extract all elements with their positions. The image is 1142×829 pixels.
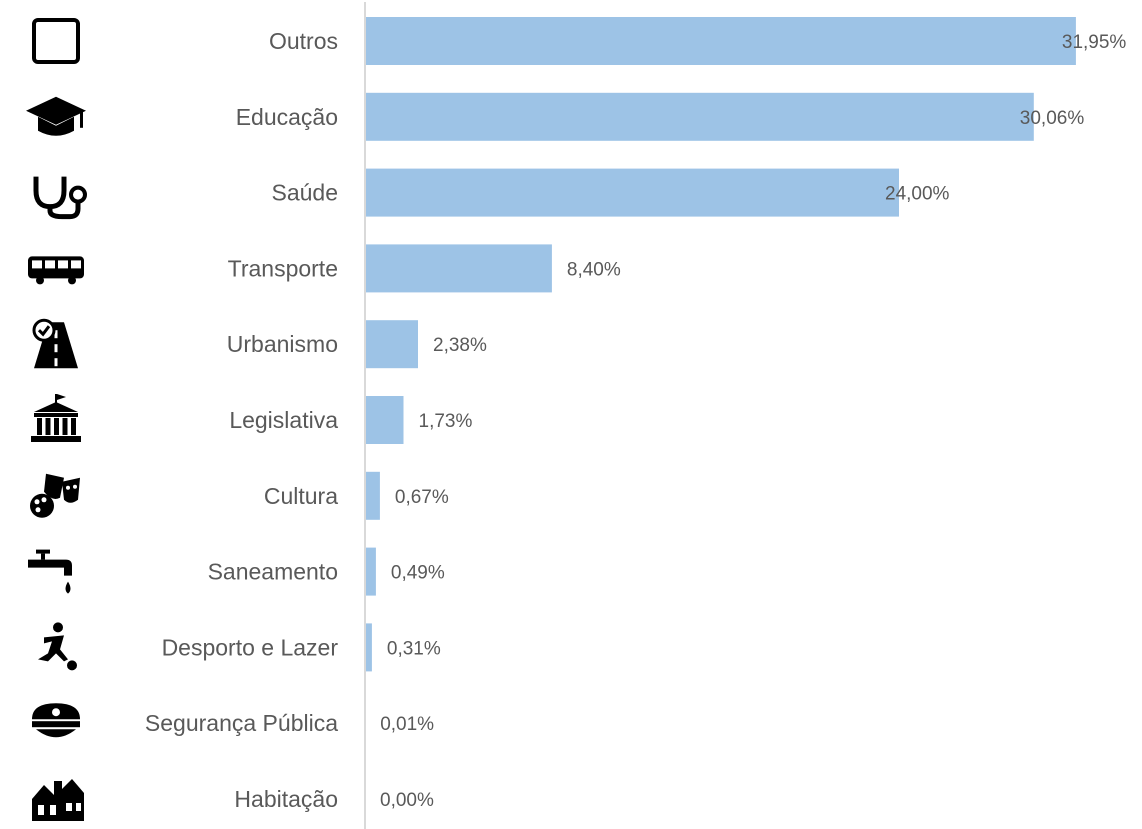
bar-cultura	[365, 471, 380, 520]
value-label-saneamento: 0,49%	[391, 563, 445, 584]
category-label-seguranca-publica: Segurança Pública	[145, 710, 338, 736]
value-label-educacao: 30,06%	[1020, 108, 1085, 129]
category-label-transporte: Transporte	[228, 255, 338, 281]
value-label-legislativa: 1,73%	[419, 411, 473, 432]
category-label-saude: Saúde	[271, 180, 338, 206]
bar-urbanismo	[365, 320, 418, 369]
category-label-habitacao: Habitação	[234, 786, 338, 812]
category-labels: Outros Educação Saúde Transporte Urbanismo Le…	[145, 28, 338, 812]
category-label-educacao: Educação	[236, 104, 338, 130]
graduation-cap-icon	[26, 96, 86, 136]
stethoscope-icon	[33, 176, 87, 220]
value-label-outros: 31,95%	[1062, 32, 1127, 53]
bar-educacao	[365, 92, 1034, 141]
bars	[365, 17, 1076, 748]
empty-square-icon	[32, 18, 80, 64]
category-label-outros: Outros	[269, 28, 338, 54]
value-label-urbanismo: 2,38%	[433, 335, 487, 356]
value-label-desporto-e-lazer: 0,31%	[387, 638, 441, 659]
bar-outros	[365, 17, 1076, 65]
bar-saneamento	[365, 547, 376, 596]
bar-legislativa	[365, 396, 404, 444]
value-label-cultura: 0,67%	[395, 487, 449, 508]
theater-masks-palette-icon	[30, 473, 80, 518]
bar-saude	[365, 168, 899, 217]
road-check-icon	[32, 318, 78, 369]
houses-icon	[32, 779, 84, 821]
bar-transporte	[365, 244, 552, 293]
value-label-saude: 24,00%	[885, 184, 950, 205]
bus-icon	[28, 256, 84, 285]
category-label-desporto-e-lazer: Desporto e Lazer	[162, 634, 339, 660]
value-label-transporte: 8,40%	[567, 259, 621, 280]
category-label-legislativa: Legislativa	[229, 407, 338, 433]
value-label-habitacao: 0,00%	[380, 790, 434, 811]
value-label-seguranca-publica: 0,01%	[380, 714, 434, 735]
category-label-cultura: Cultura	[264, 483, 338, 509]
value-labels: 31,95% 30,06% 24,00% 8,40% 2,38% 1,73% 0,67% 0,…	[380, 32, 1126, 811]
category-label-saneamento: Saneamento	[208, 559, 338, 585]
water-faucet-icon	[28, 549, 72, 594]
icons-layer	[26, 18, 87, 821]
government-building-icon	[31, 394, 81, 442]
police-cap-icon	[32, 703, 80, 738]
category-label-urbanismo: Urbanismo	[227, 331, 338, 357]
soccer-player-icon	[38, 622, 77, 671]
bar-desporto-e-lazer	[365, 623, 372, 672]
